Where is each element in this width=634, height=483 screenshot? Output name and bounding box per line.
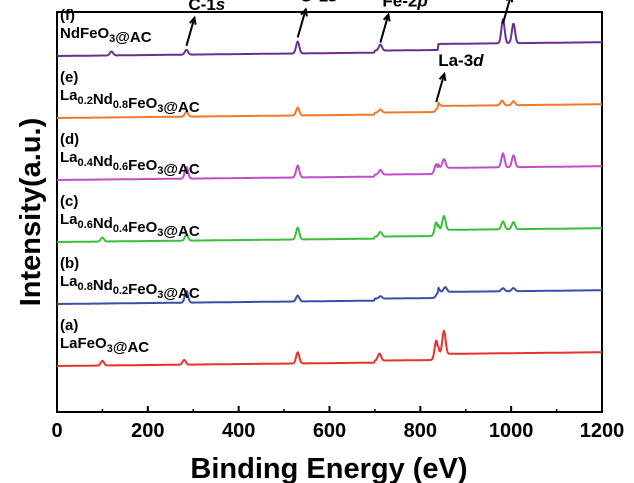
annotation-arrowhead xyxy=(300,7,308,17)
peak-annotation: O-1s xyxy=(300,0,338,6)
peak-annotation: C-1s xyxy=(188,0,225,14)
annotation-arrow xyxy=(502,0,511,24)
series-line-a xyxy=(56,329,603,367)
sample-label-e: La0.2Nd0.8FeO3@AC xyxy=(60,87,200,116)
peak-annotation: Fe-2p xyxy=(382,0,427,11)
sample-label-d: La0.4Nd0.6FeO3@AC xyxy=(60,149,200,178)
series-line-b xyxy=(56,286,603,305)
annotation-arrowhead xyxy=(189,15,197,25)
panel-label-c: (c) xyxy=(60,193,78,210)
x-tick-label: 400 xyxy=(222,420,255,442)
x-axis-title: Binding Energy (eV) xyxy=(190,453,467,483)
panel-label-e: (e) xyxy=(60,69,78,86)
annotation-arrow xyxy=(379,14,390,43)
x-axis-ticks: 0 200 400 600 800 1000 1200 xyxy=(51,406,624,442)
y-axis-title: Intensity(a.u.) xyxy=(15,118,47,307)
series-line-c xyxy=(56,214,603,243)
x-tick-label: 800 xyxy=(404,420,437,442)
x-tick-label: 1000 xyxy=(489,420,534,442)
annotation-arrowhead xyxy=(438,71,447,82)
annotation-arrow xyxy=(296,9,307,38)
sample-label-a: LaFeO3@AC xyxy=(60,335,149,356)
x-tick-label: 1200 xyxy=(580,420,625,442)
annotation-arrow xyxy=(185,17,196,47)
sample-label-b: La0.8Nd0.2FeO3@AC xyxy=(60,273,200,302)
annotation-arrowhead xyxy=(382,12,391,22)
panel-label-a: (a) xyxy=(60,317,78,334)
series-line-d xyxy=(56,152,603,181)
x-tick-label: 0 xyxy=(51,420,62,442)
series-line-e xyxy=(56,99,603,119)
sample-label-f: NdFeO3@AC xyxy=(60,25,152,46)
spectra-series: (a)LaFeO3@AC (b)La0.8Nd0.2FeO3@AC (c)La0.6… xyxy=(56,7,603,367)
panel-label-d: (d) xyxy=(60,131,79,148)
series-line-f xyxy=(56,18,603,57)
panel-label-b: (b) xyxy=(60,255,79,272)
panel-label-f: (f) xyxy=(60,7,75,24)
x-tick-label: 600 xyxy=(313,420,346,442)
sample-label-c: La0.6Nd0.4FeO3@AC xyxy=(60,211,200,240)
annotation-arrow xyxy=(435,73,446,103)
x-tick-label: 200 xyxy=(131,420,164,442)
peak-annotation: La-3d xyxy=(438,51,484,70)
